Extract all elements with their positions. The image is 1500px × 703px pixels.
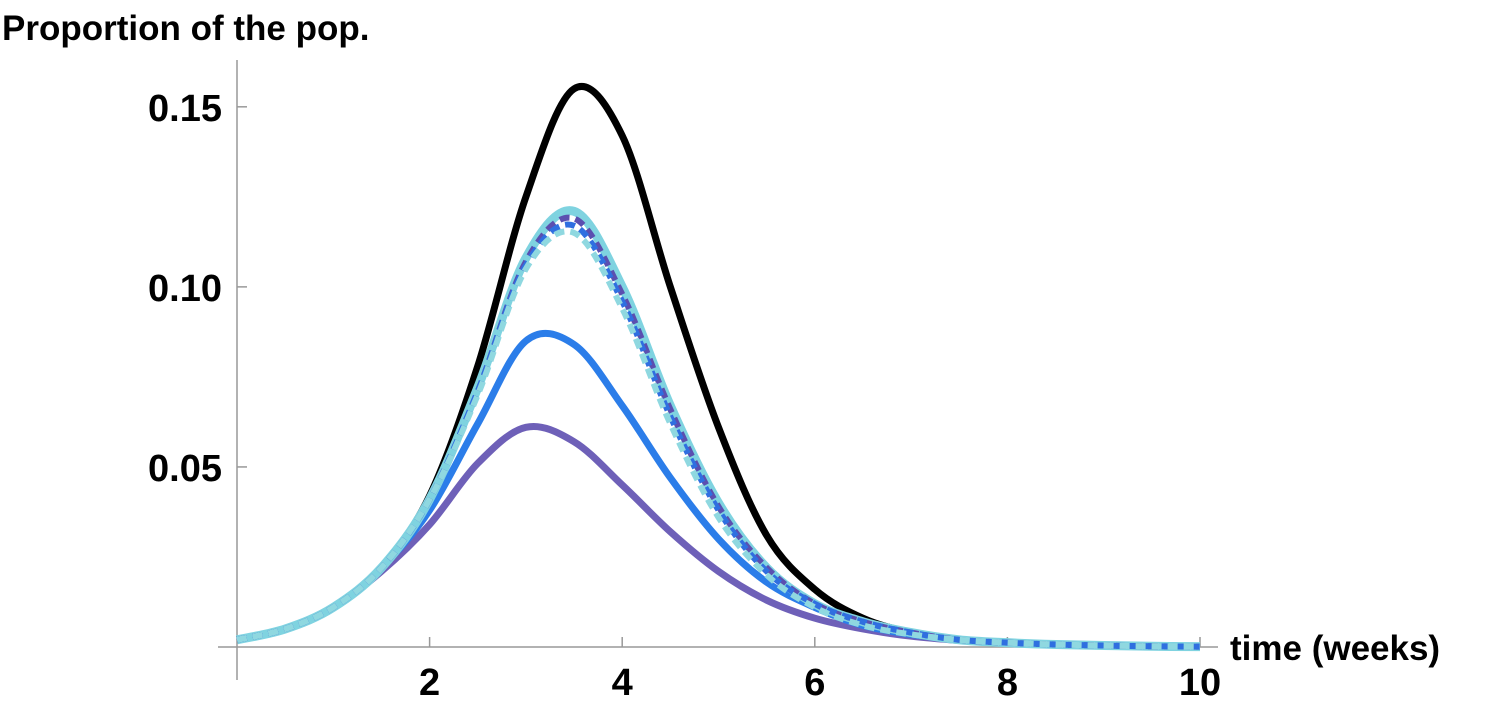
x-tick-label: 10 [1179,662,1221,703]
x-tick-label: 4 [612,662,633,703]
x-tick-label: 8 [997,662,1018,703]
y-tick-label: 0.05 [148,448,222,490]
x-tick-label: 2 [419,662,440,703]
series-line [236,228,1201,650]
series-line [236,329,1201,651]
y-tick-label: 0.15 [148,88,222,130]
x-axis-label: time (weeks) [1230,629,1440,668]
x-tick-label: 6 [804,662,825,703]
y-axis-label: Proportion of the pop. [2,9,369,48]
y-tick-label: 0.10 [148,268,222,310]
